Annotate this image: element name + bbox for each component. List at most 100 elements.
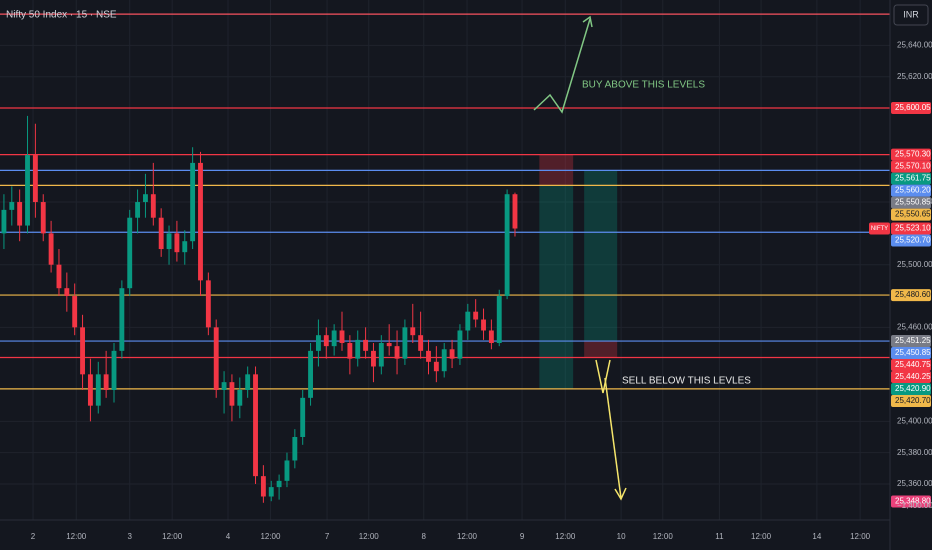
sell-arrow-line bbox=[604, 377, 622, 499]
y-tick-label: 25,640.00 bbox=[897, 41, 932, 50]
price-tag bbox=[891, 234, 931, 247]
candle-body bbox=[127, 217, 133, 289]
x-tick-label: 12:00 bbox=[751, 532, 772, 541]
buy-arrowhead bbox=[582, 15, 593, 28]
candle-body bbox=[378, 343, 384, 367]
candle-body bbox=[32, 155, 38, 203]
candle-body bbox=[426, 350, 431, 362]
candle-body bbox=[284, 460, 290, 481]
currency-button[interactable] bbox=[893, 4, 929, 26]
candle-body bbox=[1, 209, 7, 234]
x-tick-label: 9 bbox=[520, 532, 525, 541]
candle-body bbox=[190, 162, 196, 242]
price-tag-label: 25,450.85 bbox=[895, 348, 931, 357]
price-tag-label: 25,570.30 bbox=[895, 150, 931, 159]
extra-axis-label: −1,400.00 bbox=[897, 501, 932, 510]
candle-body bbox=[433, 361, 439, 372]
x-tick-label: 12:00 bbox=[359, 532, 380, 541]
candle-body bbox=[174, 233, 180, 253]
candle-body bbox=[25, 155, 30, 226]
price-tag bbox=[891, 184, 931, 197]
candle-body bbox=[64, 288, 70, 297]
price-tag bbox=[891, 208, 931, 221]
candle-body bbox=[150, 194, 156, 218]
x-tick-label: 12:00 bbox=[260, 532, 281, 541]
price-tag-label: 25,523.10 bbox=[895, 224, 931, 233]
position-box bbox=[584, 341, 618, 358]
price-tag-label: 25,550.85 bbox=[895, 198, 931, 207]
candle-body bbox=[339, 330, 345, 344]
candle-body bbox=[292, 436, 298, 461]
y-tick-label: 25,620.00 bbox=[897, 72, 932, 81]
x-tick-label: 8 bbox=[422, 532, 427, 541]
price-tag-label: 25,560.20 bbox=[895, 186, 931, 195]
x-tick-label: 7 bbox=[325, 532, 330, 541]
x-tick-label: 12:00 bbox=[653, 532, 674, 541]
candle-body bbox=[308, 350, 313, 398]
candle-body bbox=[119, 288, 125, 351]
candle-body bbox=[95, 374, 101, 406]
candle-body bbox=[253, 374, 258, 477]
price-tag bbox=[891, 395, 931, 408]
grid bbox=[0, 0, 890, 520]
candle-body bbox=[512, 194, 518, 229]
candle-body bbox=[465, 311, 471, 331]
sell-annotation: SELL BELOW THIS LEVLES bbox=[622, 376, 751, 387]
candle-body bbox=[481, 319, 486, 331]
candle-body bbox=[158, 217, 164, 250]
position-box bbox=[584, 170, 618, 342]
candle-body bbox=[473, 311, 479, 320]
buy-arrow bbox=[533, 18, 591, 114]
price-tag bbox=[891, 383, 931, 396]
candle-body bbox=[40, 202, 46, 234]
price-tag-label: 25,600.05 bbox=[895, 103, 931, 112]
candle-body bbox=[260, 476, 266, 497]
price-tag bbox=[891, 101, 931, 114]
price-tag bbox=[891, 160, 931, 173]
candle-body bbox=[56, 264, 62, 289]
y-tick-label: 25,380.00 bbox=[897, 448, 932, 457]
candle-body bbox=[449, 349, 455, 359]
candle-body bbox=[504, 194, 510, 297]
x-tick-label: 4 bbox=[226, 532, 231, 541]
candle-body bbox=[229, 382, 235, 406]
candle-body bbox=[371, 350, 376, 367]
y-tick-label: 25,500.00 bbox=[897, 260, 932, 269]
y-tick-label: 25,460.00 bbox=[897, 322, 932, 331]
x-tick-label: 14 bbox=[812, 532, 821, 541]
candle-body bbox=[418, 335, 424, 351]
candles bbox=[1, 115, 518, 503]
price-tag-label: 25,570.10 bbox=[895, 162, 931, 171]
price-tag-label: 25,348.80 bbox=[895, 497, 931, 506]
price-tag-label: 25,561.75 bbox=[895, 174, 931, 183]
x-tick-label: 2 bbox=[31, 532, 36, 541]
sell-arrowhead bbox=[614, 487, 627, 501]
candle-body bbox=[221, 382, 227, 390]
candle-body bbox=[300, 397, 306, 437]
candle-body bbox=[488, 330, 494, 344]
x-tick-label: 12:00 bbox=[66, 532, 87, 541]
candle-body bbox=[213, 327, 219, 390]
price-tag bbox=[891, 222, 931, 235]
x-tick-label: 12:00 bbox=[457, 532, 478, 541]
candle-body bbox=[347, 343, 353, 359]
candle-body bbox=[166, 233, 172, 250]
price-tag-label: 25,420.70 bbox=[895, 396, 931, 405]
candle-body bbox=[276, 480, 282, 488]
candle-body bbox=[198, 162, 203, 281]
price-tag bbox=[891, 495, 931, 508]
currency-label[interactable]: INR bbox=[903, 9, 919, 19]
candle-body bbox=[48, 233, 54, 265]
candle-body bbox=[205, 280, 211, 328]
candle-body bbox=[103, 374, 109, 390]
candle-body bbox=[9, 202, 15, 210]
price-tag bbox=[891, 172, 931, 185]
candle-body bbox=[135, 202, 141, 218]
price-tag bbox=[891, 196, 931, 209]
price-tag bbox=[891, 347, 931, 360]
x-tick-label: 11 bbox=[715, 532, 724, 541]
sell-arrow bbox=[595, 359, 611, 394]
